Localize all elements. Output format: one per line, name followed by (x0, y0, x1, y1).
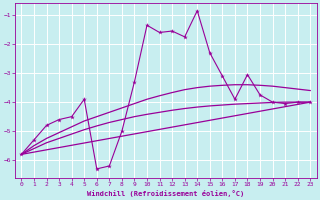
X-axis label: Windchill (Refroidissement éolien,°C): Windchill (Refroidissement éolien,°C) (87, 190, 244, 197)
